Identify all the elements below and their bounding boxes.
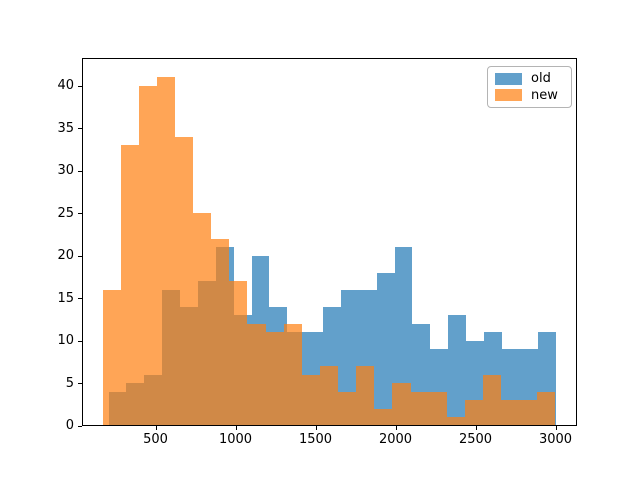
hist-bar-new — [229, 281, 248, 425]
hist-bar-new — [138, 85, 157, 425]
hist-bar-new — [247, 323, 266, 425]
y-tick-label: 10 — [57, 333, 74, 349]
hist-bar-new — [211, 238, 230, 425]
x-tick-label: 1500 — [298, 432, 333, 447]
y-tick-mark — [78, 85, 82, 87]
legend-entry-old: old — [495, 72, 564, 85]
x-tick-mark — [475, 426, 477, 430]
legend-label-new: new — [531, 87, 558, 103]
y-tick-label: 0 — [65, 418, 74, 434]
hist-bar-new — [120, 145, 139, 425]
hist-bar-new — [283, 323, 302, 425]
y-tick-label: 25 — [57, 205, 74, 221]
y-tick-mark — [78, 383, 82, 385]
y-tick-mark — [78, 213, 82, 215]
hist-bar-new — [392, 383, 411, 425]
hist-bar-old — [448, 315, 467, 425]
y-tick-label: 15 — [57, 290, 74, 306]
legend-label-old: old — [531, 71, 551, 87]
y-tick-mark — [78, 425, 82, 427]
y-tick-label: 5 — [65, 375, 74, 391]
hist-bar-new — [102, 289, 121, 425]
hist-bar-new — [428, 391, 447, 425]
hist-bar-new — [519, 400, 538, 425]
y-tick-label: 40 — [57, 78, 74, 94]
y-tick-mark — [78, 255, 82, 257]
hist-bar-new — [446, 417, 465, 425]
x-tick-mark — [235, 426, 237, 430]
x-tick-label: 500 — [143, 432, 168, 447]
legend-entry-new: new — [495, 89, 564, 102]
x-tick-mark — [315, 426, 317, 430]
hist-bar-old — [394, 247, 413, 425]
x-tick-label: 2000 — [378, 432, 413, 447]
y-tick-mark — [78, 340, 82, 342]
x-tick-label: 3000 — [538, 432, 573, 447]
hist-bar-new — [501, 400, 520, 425]
hist-bar-new — [301, 374, 320, 425]
histogram-series-new — [83, 59, 576, 425]
hist-bar-new — [464, 400, 484, 425]
hist-bar-old — [376, 272, 395, 425]
hist-bar-new — [410, 391, 429, 425]
x-tick-mark — [555, 426, 557, 430]
plot-area — [82, 58, 577, 426]
x-tick-label: 2500 — [458, 432, 493, 447]
hist-bar-new — [374, 408, 393, 425]
hist-bar-new — [338, 391, 357, 425]
y-tick-mark — [78, 128, 82, 130]
x-tick-mark — [395, 426, 397, 430]
x-tick-label: 1000 — [218, 432, 253, 447]
hist-bar-new — [319, 366, 339, 425]
y-tick-mark — [78, 298, 82, 300]
y-tick-label: 30 — [57, 163, 74, 179]
hist-bar-new — [265, 332, 284, 425]
y-tick-label: 35 — [57, 120, 74, 136]
hist-bar-old — [340, 289, 359, 425]
x-tick-mark — [155, 426, 157, 430]
hist-bar-new — [483, 374, 502, 425]
legend-patch-new-icon — [495, 89, 522, 102]
hist-bar-new — [175, 136, 194, 425]
hist-bar-new — [193, 213, 212, 425]
hist-bar-new — [156, 77, 175, 425]
hist-bar-new — [356, 366, 375, 425]
y-tick-label: 20 — [57, 248, 74, 264]
legend-patch-old-icon — [495, 72, 522, 85]
hist-bar-new — [537, 391, 556, 425]
y-tick-mark — [78, 170, 82, 172]
legend: old new — [487, 66, 572, 108]
